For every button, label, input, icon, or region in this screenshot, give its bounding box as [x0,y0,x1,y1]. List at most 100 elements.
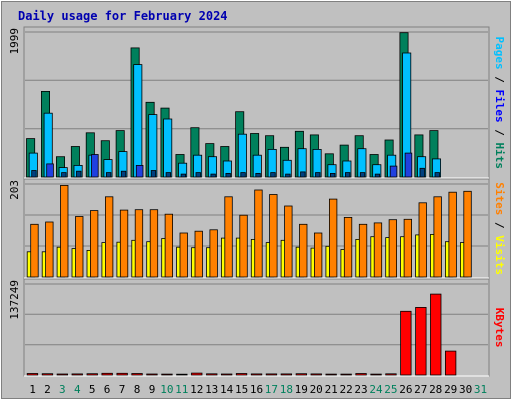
sites-bar [45,221,54,278]
sites-bar [448,191,457,278]
sites-bar [284,205,293,278]
x-axis-labels: 1 2 3 4 5 6 7 8 9 10 11 12 13 14 15 16 17 18 19 20 21 22 23 24 2… [29,383,487,396]
kbytes-bar [430,293,442,376]
legend-entry-sites: Sites [493,182,506,215]
x-tick-label: 2 [44,383,51,396]
sites-bar [388,219,398,278]
kbytes-bar [220,373,233,376]
x-tick-label: 4 [74,383,81,396]
kbytes-bar [280,373,293,376]
kbytes-bar [340,373,352,376]
sites-bar [179,232,188,278]
sites-bar [239,214,248,278]
sites-bar [313,232,323,278]
pages-bar [91,154,99,178]
x-tick-label: 26 [399,383,412,396]
kbytes-bar [56,373,68,376]
pages-bar [76,170,82,178]
sites-bar [194,230,203,278]
x-tick-label: 11 [175,383,188,396]
x-tick-label: 21 [325,383,338,396]
sites-bar [209,229,218,278]
kbytes-bar [385,373,397,376]
kbytes-bar [370,373,382,376]
x-tick-label: 31 [474,383,487,396]
kbytes-bar [86,373,98,376]
legend-separator: / [493,123,506,143]
pages-bar [61,172,67,178]
kbytes-bar [71,373,83,376]
kbytes-bar [41,373,54,376]
sites-bar [134,209,144,278]
sites-bar [254,189,263,278]
sites-bar [164,213,174,278]
sites-bar [269,194,278,278]
x-tick-label: 27 [414,383,427,396]
files-bar [148,114,158,178]
kbytes-bar [101,372,113,376]
pages-bar [329,172,336,178]
pages-bar [180,173,187,178]
legend-separator: / [493,215,506,235]
visits-sites-ymax-label: 203 [8,180,21,200]
sites-bar [403,218,413,278]
kbytes-bar [325,373,337,376]
x-tick-label: 1 [29,383,36,396]
chart-panels: 1999 Pages / Files / Hits 203 Sites / Visit… [8,26,506,377]
kbytes-bar [444,350,457,376]
kbytes-bar [400,310,412,376]
pages-bar [404,152,413,178]
pages-bar [165,172,172,178]
x-tick-label: 9 [149,383,156,396]
sites-bar [358,223,368,278]
x-tick-label: 19 [295,383,308,396]
kbytes-bar [250,373,263,376]
pages-bar [315,172,321,178]
kbytes-legend: KBytes [493,308,506,348]
sites-bar [30,223,39,278]
sites-bar [90,210,99,278]
pages-bar [225,172,231,178]
legend-entry-kbytes: KBytes [493,308,506,348]
kbytes-ymax-label: 137249 [8,280,21,320]
visits-sites-panel: 203 Sites / Visits [8,178,506,279]
x-tick-label: 23 [354,383,367,396]
kbytes-bar [191,372,203,376]
sites-bar [119,209,129,278]
x-tick-label: 20 [310,383,323,396]
hits-files-pages-panel: 1999 Pages / Files / Hits [8,26,506,179]
sites-bar [224,196,233,278]
hits-files-pages-legend: Pages / Files / Hits [493,37,506,170]
pages-bar [120,170,127,178]
pages-bar [419,167,425,178]
visits-sites-legend: Sites / Visits [493,182,506,275]
pages-bar [389,165,398,178]
sites-bar [105,196,114,278]
pages-bar [195,172,201,178]
pages-bar [300,171,306,178]
kbytes-bar [310,373,322,376]
sites-bar [60,184,69,278]
kbytes-bar [131,373,143,376]
x-tick-label: 22 [339,383,352,396]
pages-bar [344,172,351,178]
x-tick-label: 6 [104,383,111,396]
sites-bar [299,223,308,278]
kbytes-panel: 137249 KBytes [8,278,506,377]
pages-bar [285,173,291,178]
sites-bar [373,222,383,278]
kbytes-bar [265,373,278,376]
chart-title: Daily usage for February 2024 [18,9,228,23]
legend-entry-hits: Hits [493,143,506,170]
pages-bar [210,173,216,178]
x-tick-label: 29 [444,383,457,396]
files-bar [237,133,247,178]
pages-bar [359,172,366,178]
pages-bar [31,170,37,178]
x-tick-label: 3 [59,383,66,396]
hits-files-pages-ymax-label: 1999 [8,28,21,55]
x-tick-label: 10 [160,383,173,396]
sites-bar [328,198,338,278]
